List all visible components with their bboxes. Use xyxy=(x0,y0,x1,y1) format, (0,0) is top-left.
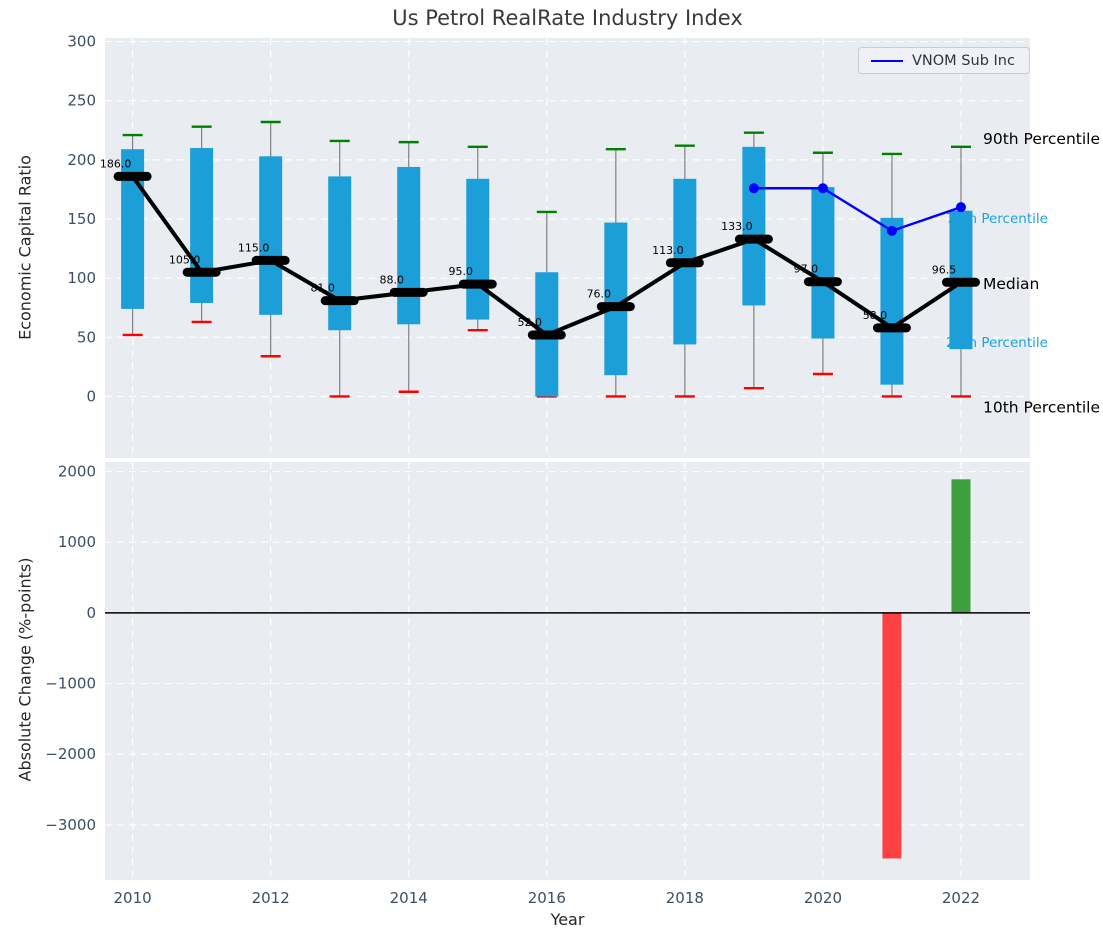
iqr-box-2012 xyxy=(259,156,283,315)
median-marker-2020 xyxy=(803,277,842,287)
iqr-box-2019 xyxy=(742,146,766,306)
x-tick-label-2018: 2018 xyxy=(666,889,704,907)
right-label-90th: 90th Percentile xyxy=(983,130,1100,148)
y-tick-label-top: 250 xyxy=(67,92,96,110)
median-marker-2015 xyxy=(458,279,497,289)
y-tick-label-bottom: 1000 xyxy=(58,533,96,551)
x-axis-label: Year xyxy=(550,910,585,929)
y-tick-label-bottom: −3000 xyxy=(45,816,96,834)
y-axis-label-bottom: Absolute Change (%-points) xyxy=(15,557,35,782)
median-value-label-2019: 133.0 xyxy=(721,220,753,233)
median-value-label-2010: 186.0 xyxy=(100,157,132,170)
median-marker-2010 xyxy=(113,171,152,181)
median-marker-2013 xyxy=(320,296,359,306)
vnom-point-2019 xyxy=(748,183,759,194)
x-tick-label-2020: 2020 xyxy=(804,889,842,907)
right-label-Median: Median xyxy=(983,275,1039,293)
y-tick-label-bottom: −1000 xyxy=(45,675,96,693)
vnom-point-2020 xyxy=(817,183,828,194)
x-tick-label-2022: 2022 xyxy=(942,889,980,907)
bottom-axes-background xyxy=(105,462,1030,880)
change-bar-2021 xyxy=(882,612,902,859)
median-marker-2012 xyxy=(251,255,290,265)
median-value-label-2020: 97.0 xyxy=(794,263,819,276)
y-tick-label-top: 300 xyxy=(67,33,96,51)
median-value-label-2018: 113.0 xyxy=(652,244,684,257)
legend-line-swatch xyxy=(871,59,903,62)
right-label-10th: 10th Percentile xyxy=(983,399,1100,417)
median-value-label-2016: 52.0 xyxy=(518,316,543,329)
median-marker-2021 xyxy=(872,323,911,333)
median-value-label-2011: 105.0 xyxy=(169,253,201,266)
y-tick-label-top: 0 xyxy=(86,387,96,405)
x-tick-label-2012: 2012 xyxy=(252,889,290,907)
median-marker-2019 xyxy=(734,234,773,244)
y-axis-label-top: Economic Capital Ratio xyxy=(15,155,35,340)
median-value-label-2013: 81.0 xyxy=(310,282,335,295)
iqr-box-2020 xyxy=(811,187,835,339)
iqr-box-2017 xyxy=(604,222,628,376)
top-axes-background xyxy=(105,38,1030,458)
vnom-point-2021 xyxy=(886,225,897,236)
median-value-label-2014: 88.0 xyxy=(379,273,404,286)
y-tick-label-bottom: 2000 xyxy=(58,463,96,481)
y-tick-label-top: 150 xyxy=(67,210,96,228)
median-value-label-2021: 58.0 xyxy=(863,309,888,322)
y-tick-label-bottom: −2000 xyxy=(45,745,96,763)
legend-label: VNOM Sub Inc xyxy=(912,52,1015,69)
median-value-label-2022: 96.5 xyxy=(932,263,957,276)
median-value-label-2017: 76.0 xyxy=(587,288,612,301)
y-tick-label-top: 200 xyxy=(67,151,96,169)
median-marker-2011 xyxy=(182,267,221,277)
legend: VNOM Sub Inc xyxy=(858,47,1030,74)
x-tick-label-2016: 2016 xyxy=(528,889,566,907)
median-marker-2018 xyxy=(665,258,704,268)
iqr-box-2011 xyxy=(190,148,214,304)
iqr-box-2014 xyxy=(397,166,421,325)
median-value-label-2012: 115.0 xyxy=(238,241,270,254)
median-marker-2017 xyxy=(596,302,635,312)
vnom-line xyxy=(753,187,962,233)
median-marker-2016 xyxy=(527,330,566,340)
y-tick-label-bottom: 0 xyxy=(86,604,96,622)
chart-title: Us Petrol RealRate Industry Index xyxy=(392,6,743,30)
y-tick-label-top: 50 xyxy=(77,328,96,346)
iqr-box-2015 xyxy=(466,178,490,320)
y-tick-label-top: 100 xyxy=(67,269,96,287)
iqr-box-2013 xyxy=(328,176,352,331)
median-marker-2014 xyxy=(389,287,428,297)
iqr-box-2010 xyxy=(121,149,145,309)
x-tick-label-2010: 2010 xyxy=(114,889,152,907)
vnom-point-2022 xyxy=(955,202,966,213)
iqr-box-2021 xyxy=(880,217,904,385)
x-tick-label-2014: 2014 xyxy=(390,889,428,907)
median-value-label-2015: 95.0 xyxy=(449,265,474,278)
change-bar-2022 xyxy=(951,479,971,613)
median-marker-2022 xyxy=(941,277,980,287)
